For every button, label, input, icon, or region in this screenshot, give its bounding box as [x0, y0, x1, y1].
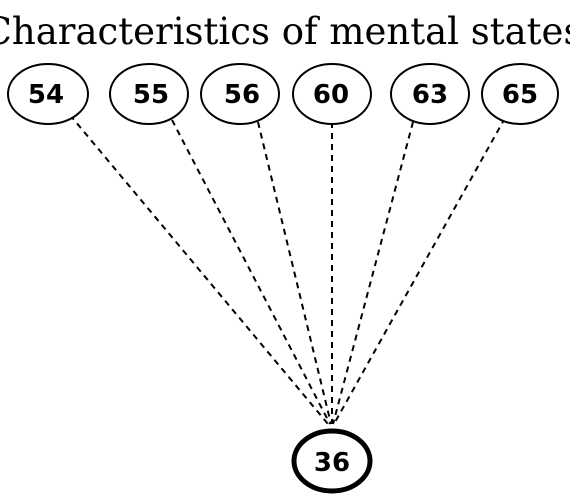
- node-label: 65: [502, 80, 538, 110]
- source-node-63: 63: [390, 63, 470, 125]
- node-label: 56: [224, 80, 260, 110]
- edge-63-to-36: [332, 121, 414, 425]
- edge-65-to-36: [333, 117, 506, 425]
- source-node-60: 60: [292, 63, 372, 125]
- source-node-55: 55: [109, 63, 189, 125]
- edge-54-to-36: [69, 114, 329, 425]
- source-node-54: 54: [7, 63, 89, 125]
- source-node-65: 65: [481, 63, 559, 125]
- node-label: 54: [28, 80, 64, 110]
- node-label: 36: [314, 448, 350, 478]
- target-node-36: 36: [291, 428, 373, 494]
- edge-56-to-36: [257, 121, 332, 425]
- diagram-title: Characteristics of mental states: [0, 10, 570, 53]
- edge-55-to-36: [171, 119, 331, 425]
- node-label: 63: [412, 80, 448, 110]
- node-label: 60: [313, 80, 349, 110]
- source-node-56: 56: [200, 63, 280, 125]
- edges-group: [69, 114, 506, 425]
- node-label: 55: [133, 80, 169, 110]
